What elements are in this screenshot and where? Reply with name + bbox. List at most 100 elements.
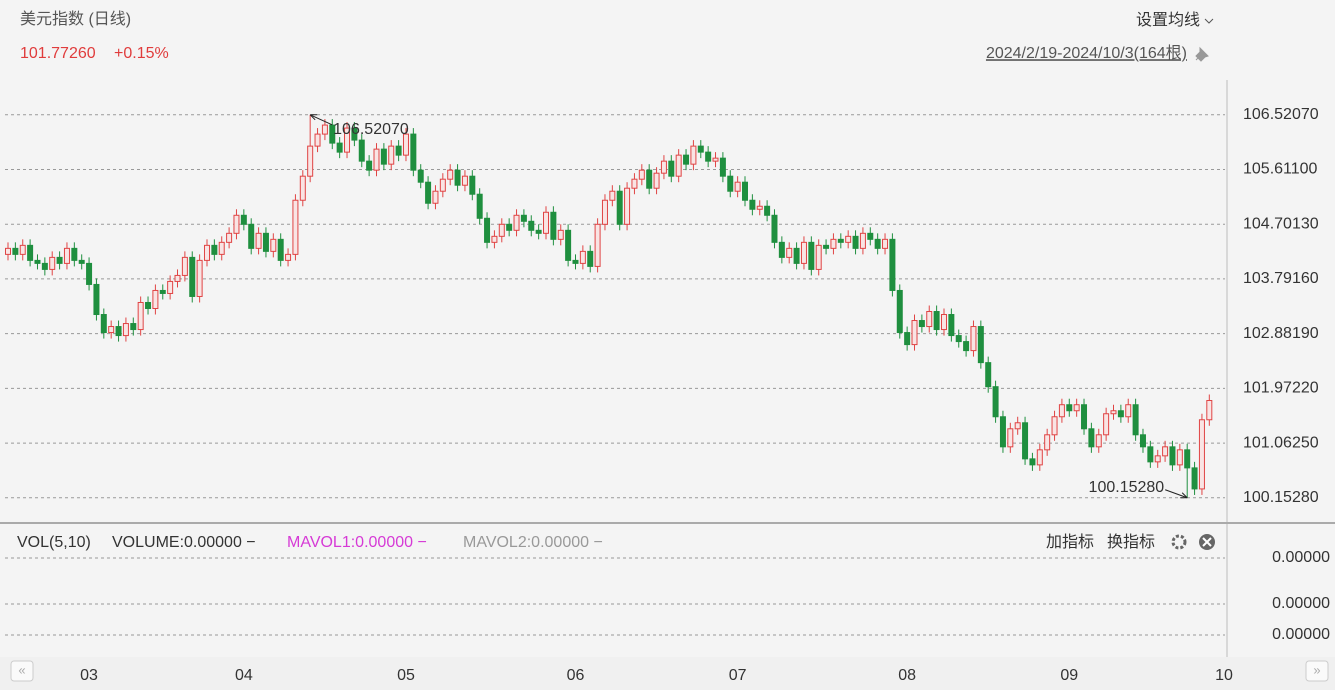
x-tick-label: 04	[235, 667, 253, 684]
add-indicator[interactable]: 加指标	[1046, 533, 1094, 551]
candle-body	[1117, 410, 1124, 418]
candle-body	[19, 244, 26, 255]
candle-body	[1147, 446, 1154, 463]
candle-body	[1058, 404, 1065, 418]
candle-body	[1051, 416, 1058, 436]
candle-body	[203, 244, 210, 261]
candle-body	[1184, 449, 1191, 469]
close-x	[1202, 537, 1212, 547]
candle-body	[410, 133, 417, 171]
candle-body	[845, 235, 852, 243]
candle-body	[108, 326, 115, 334]
candle-body	[631, 178, 638, 189]
candle-body	[233, 214, 240, 234]
scroll-right[interactable]	[1305, 660, 1329, 682]
candle-body	[506, 223, 513, 231]
candle-body	[425, 181, 432, 204]
candle-body	[594, 223, 601, 267]
candle-body	[940, 314, 947, 331]
candle-body	[513, 214, 520, 231]
candle-body	[786, 247, 793, 258]
candle-body	[734, 181, 741, 192]
y-tick-label: 106.52070	[1243, 106, 1319, 123]
candle-body	[211, 244, 218, 255]
pin-icon[interactable]	[1195, 46, 1209, 62]
candle-body	[557, 229, 564, 240]
low-label: 100.15280	[1089, 479, 1165, 496]
candle-body	[837, 238, 844, 243]
candle-body	[248, 223, 255, 249]
candle-body	[78, 259, 85, 264]
candle-body	[1036, 449, 1043, 466]
candle-body	[1081, 404, 1088, 430]
candle-body	[646, 169, 653, 189]
candle-body	[498, 223, 505, 237]
mavol1: MAVOL1:0.00000 −	[287, 534, 427, 551]
low-arrow	[1165, 489, 1188, 499]
vol-tick-label: 0.00000	[1272, 549, 1330, 566]
date-range[interactable]: 2024/2/19-2024/10/3(164根)	[986, 44, 1187, 62]
scroll-left[interactable]	[10, 660, 34, 682]
candle-body	[402, 133, 409, 156]
candle-body	[948, 314, 955, 337]
ma-setting[interactable]: 设置均线	[1136, 11, 1200, 29]
candle-body	[1162, 446, 1169, 457]
candle-body	[874, 238, 881, 249]
candle-body	[660, 160, 667, 174]
candle-body	[439, 178, 446, 192]
candle-body	[380, 148, 387, 165]
candle-body	[491, 235, 498, 243]
candle-body	[1014, 422, 1021, 430]
switch-indicator[interactable]: 换指标	[1107, 533, 1155, 551]
candle-body	[1206, 400, 1213, 421]
candle-body	[1073, 404, 1080, 412]
candle-body	[34, 259, 41, 264]
candle-body	[12, 247, 19, 255]
candle-body	[1029, 458, 1036, 466]
candle-body	[778, 241, 785, 258]
candle-body	[911, 320, 918, 346]
candle-body	[240, 214, 247, 225]
candle-body	[122, 323, 129, 337]
candle-body	[255, 232, 262, 249]
candle-body	[417, 169, 424, 183]
candle-body	[550, 211, 557, 240]
candle-body	[889, 238, 896, 291]
candle-body	[329, 124, 336, 144]
candle-body	[771, 214, 778, 243]
candle-body	[859, 232, 866, 249]
candle-body	[476, 193, 483, 219]
candle-body	[218, 241, 225, 255]
candle-body	[830, 238, 837, 249]
candle-body	[1139, 434, 1146, 448]
candle-body	[742, 181, 748, 201]
candle-body	[764, 205, 771, 216]
candle-body	[71, 247, 78, 261]
candle-body	[314, 133, 321, 147]
candle-body	[1191, 467, 1198, 490]
candle-body	[1169, 446, 1176, 466]
candle-body	[115, 326, 122, 337]
candle-body	[800, 241, 807, 264]
settings-icon[interactable]	[1171, 534, 1187, 550]
candle-body	[808, 241, 815, 270]
candle-body	[1095, 434, 1102, 448]
candle-body	[1198, 419, 1205, 490]
candle-body	[447, 169, 454, 180]
candle-body	[366, 160, 373, 171]
candle-body	[999, 416, 1006, 448]
arrow-head	[1180, 492, 1188, 499]
y-tick-label: 100.15280	[1243, 489, 1319, 506]
high-label: 106.52070	[333, 121, 409, 138]
candle-body	[963, 341, 970, 352]
candle-body	[904, 332, 911, 346]
candle-body	[896, 289, 903, 334]
candle-body	[432, 190, 439, 204]
y-tick-label: 105.61100	[1243, 161, 1318, 178]
candle-body	[130, 323, 137, 331]
candle-body	[93, 283, 100, 316]
candle-body	[609, 190, 616, 201]
candle-body	[277, 238, 284, 261]
mavol2: MAVOL2:0.00000 −	[463, 534, 603, 551]
